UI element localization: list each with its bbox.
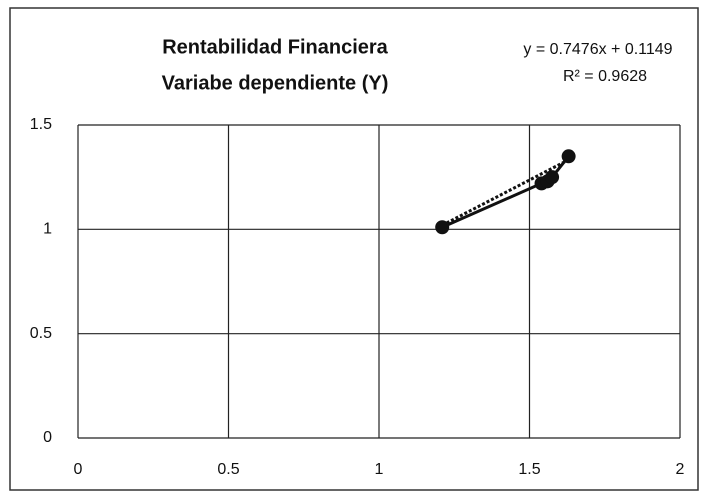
trendline-equation: y = 0.7476x + 0.1149 [523,41,672,58]
y-tick-label: 1 [43,221,52,238]
y-tick-label: 1.5 [30,116,52,133]
point [561,149,576,164]
chart-title: Rentabilidad Financiera [162,36,388,58]
x-tick-label: 0.5 [217,461,239,478]
point [545,170,560,185]
r-squared: R² = 0.9628 [563,68,647,85]
chart-border [9,7,699,491]
x-tick-label: 1.5 [518,461,540,478]
x-tick-label: 2 [676,461,685,478]
y-tick-label: 0 [43,429,52,446]
x-tick-label: 1 [375,461,384,478]
point [435,220,450,235]
chart-title: Variabe dependiente (Y) [162,72,389,94]
y-tick-label: 0.5 [30,325,52,342]
x-tick-label: 0 [74,461,83,478]
trendline [441,158,570,227]
